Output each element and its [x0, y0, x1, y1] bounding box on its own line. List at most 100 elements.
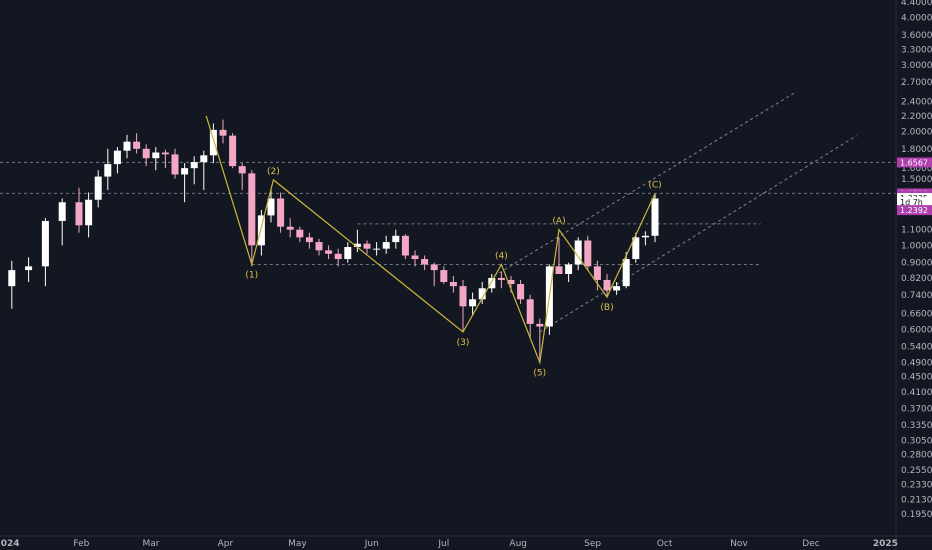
candle-down — [305, 237, 313, 243]
price-tick-label: 3.6000 — [901, 31, 932, 41]
candle-up — [200, 155, 208, 163]
price-tick-label: 0.5400 — [901, 343, 932, 353]
candle-up — [353, 243, 361, 248]
price-badge-text: 1d 7h — [900, 198, 923, 207]
candle-up — [267, 198, 275, 216]
price-tick-label: 3.0000 — [901, 61, 932, 71]
channel-lines — [493, 91, 857, 333]
candle-down — [286, 226, 294, 230]
candle-up — [123, 141, 131, 151]
price-tick-label: 0.9000 — [901, 259, 932, 269]
candle-up — [25, 266, 33, 271]
candle-up — [344, 247, 352, 260]
price-tick-label: 2.2000 — [901, 112, 932, 122]
candle-down — [507, 279, 515, 285]
price-tick-label: 0.3050 — [901, 436, 932, 446]
candle-up — [622, 259, 630, 287]
price-tick-label: 0.1950 — [901, 510, 932, 520]
price-tick-label: 0.4100 — [901, 388, 932, 398]
candle-up — [190, 162, 198, 169]
channel-line — [539, 135, 857, 333]
wave-label: (5) — [533, 369, 546, 379]
wave-line — [205, 115, 656, 365]
price-tick-label: 0.3700 — [901, 405, 932, 415]
candle-up — [58, 202, 66, 221]
candle-down — [517, 284, 525, 300]
time-tick-label: Aug — [509, 539, 527, 549]
candle-up — [632, 237, 640, 260]
candle-down — [459, 286, 467, 307]
candle-up — [181, 168, 189, 175]
candle-down — [411, 255, 419, 260]
candle-down — [296, 229, 304, 238]
candle-up — [651, 198, 659, 236]
candle-down — [363, 243, 371, 249]
wave-label: (A) — [552, 217, 565, 227]
candle-up — [565, 264, 573, 274]
candle-up — [104, 164, 112, 177]
time-tick-label: Nov — [730, 539, 748, 549]
channel-line — [493, 91, 797, 277]
price-tick-label: 0.8200 — [901, 274, 932, 284]
time-tick-label: Oct — [657, 539, 673, 549]
candle-down — [229, 135, 237, 167]
price-tick-label: 2.7000 — [901, 78, 932, 88]
time-tick-label: Dec — [802, 539, 819, 549]
price-badge — [897, 197, 932, 208]
price-axis[interactable]: 4.4000 4.0000 3.6000 3.3000 3.0000 2.7000 2.40… — [901, 0, 932, 520]
price-tick-label: 0.6000 — [901, 325, 932, 335]
candle-up — [574, 240, 582, 265]
price-tick-label: 1.8000 — [901, 145, 932, 155]
candle-down — [238, 166, 246, 174]
horizontal-levels — [0, 161, 896, 265]
candle-up — [488, 277, 496, 289]
wave-labels: (1) (2) (3) (4) (5) (A) (B) (C) — [245, 167, 661, 379]
candle-up — [8, 270, 16, 287]
wave-label: (B) — [600, 303, 613, 313]
wave-label: (3) — [457, 338, 470, 348]
wave-label: (4) — [495, 251, 508, 261]
candle-down — [161, 152, 169, 155]
candle-up — [85, 199, 93, 226]
price-tick-label: 0.6600 — [901, 310, 932, 320]
price-badge — [897, 157, 932, 168]
candle-up — [41, 220, 49, 267]
price-tick-label: 0.4500 — [901, 373, 932, 383]
candle-up — [478, 288, 486, 300]
time-tick-label: Mar — [143, 539, 160, 549]
time-tick-label: Sep — [584, 539, 601, 549]
price-tick-label: 4.0000 — [901, 14, 932, 24]
candle-up — [209, 129, 217, 156]
price-tick-label: 1.1000 — [901, 226, 932, 236]
candle-down — [325, 250, 333, 254]
price-tick-label: 4.4000 — [901, 0, 932, 8]
candle-down — [526, 299, 534, 324]
candle-down — [555, 266, 563, 274]
price-tick-label: 1.0000 — [901, 241, 932, 251]
candle-down — [171, 154, 179, 175]
candle-down — [497, 277, 505, 280]
price-tick-label: 0.2330 — [901, 481, 932, 491]
price-tick-label: 1.5000 — [901, 175, 932, 185]
candle-down — [449, 281, 457, 287]
candle-up — [469, 299, 477, 307]
price-tick-label: 2.0000 — [901, 128, 932, 138]
candle-up — [613, 286, 621, 291]
candle-down — [603, 279, 611, 291]
candle-up — [382, 242, 390, 249]
candle-up — [152, 152, 160, 159]
candle-down — [440, 270, 448, 282]
time-tick-label: Feb — [73, 539, 89, 549]
price-badge — [897, 205, 932, 216]
candle-down — [133, 141, 141, 149]
price-tick-label: 0.2550 — [901, 466, 932, 476]
candle-down — [584, 240, 592, 267]
price-tick-label: 2.4000 — [901, 98, 932, 108]
price-tick-label: 3.3000 — [901, 45, 932, 55]
candle-up — [113, 150, 121, 165]
